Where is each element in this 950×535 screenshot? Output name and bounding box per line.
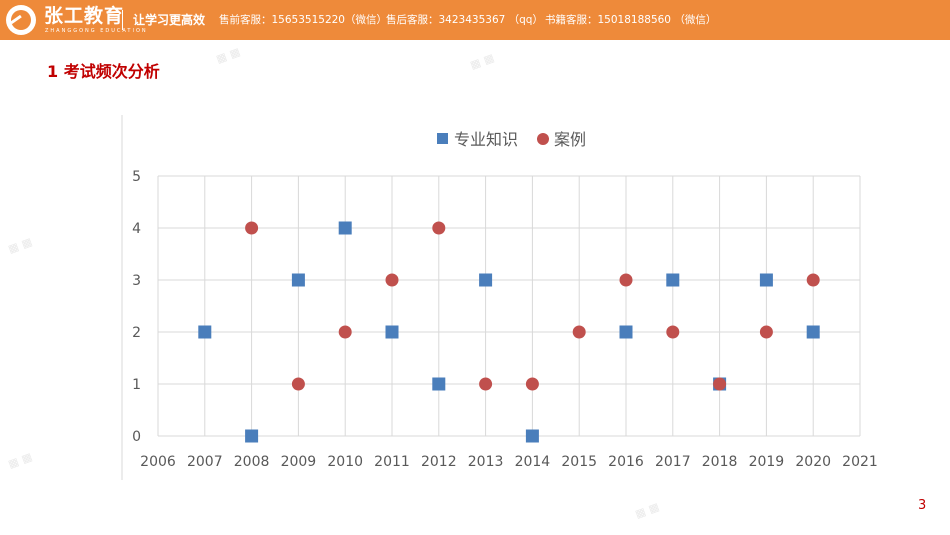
x-tick-label: 2010 bbox=[327, 454, 363, 470]
y-tick-label: 5 bbox=[132, 169, 141, 185]
brand-name: 张工教育 bbox=[44, 5, 125, 27]
legend-item: 专业知识 bbox=[437, 130, 518, 149]
x-tick-label: 2006 bbox=[140, 454, 176, 470]
data-point-circle bbox=[525, 377, 539, 391]
data-point-square bbox=[666, 273, 680, 287]
data-point-circle bbox=[619, 273, 633, 287]
data-point-square bbox=[619, 325, 633, 339]
slogan: 让学习更高效 bbox=[133, 13, 206, 27]
slide-title: 1 考试频次分析 bbox=[47, 62, 160, 81]
logo-icon bbox=[6, 5, 36, 35]
x-tick-label: 2016 bbox=[608, 454, 644, 470]
x-tick-label: 2020 bbox=[795, 454, 831, 470]
data-point-circle bbox=[245, 221, 259, 235]
data-point-circle bbox=[432, 221, 446, 235]
y-tick-label: 3 bbox=[132, 273, 141, 289]
legend-circle-marker bbox=[537, 133, 549, 145]
presales-contact: 售前客服：15653515220（微信） bbox=[219, 14, 387, 26]
brand-subtitle: ZHANGGONG EDUCATION bbox=[45, 28, 148, 34]
y-tick-label: 1 bbox=[132, 377, 141, 393]
data-point-circle bbox=[572, 325, 586, 339]
legend-item: 案例 bbox=[537, 130, 586, 149]
y-tick-label: 2 bbox=[132, 325, 141, 341]
x-tick-label: 2012 bbox=[421, 454, 457, 470]
data-point-circle bbox=[666, 325, 680, 339]
chart-axes: 0 1 2 3 4 5 2006 2007 2008 2009 2010 2011 2012 2013 20… bbox=[132, 169, 878, 470]
data-point-circle bbox=[479, 377, 493, 391]
data-point-circle bbox=[713, 377, 727, 391]
data-point-circle bbox=[291, 377, 305, 391]
legend-square-marker bbox=[437, 133, 448, 144]
x-tick-label: 2007 bbox=[187, 454, 223, 470]
x-tick-label: 2019 bbox=[749, 454, 785, 470]
aftersales-contact: 售后客服：3423435367 （qq） bbox=[386, 14, 543, 26]
chart-marks bbox=[198, 221, 820, 443]
data-point-circle bbox=[806, 273, 820, 287]
x-tick-label: 2014 bbox=[515, 454, 551, 470]
chart-grid bbox=[157, 175, 861, 437]
data-point-square bbox=[245, 429, 259, 443]
data-point-square bbox=[198, 325, 212, 339]
data-point-square bbox=[479, 273, 493, 287]
page-number: 3 bbox=[918, 498, 927, 513]
x-tick-label: 2017 bbox=[655, 454, 691, 470]
x-tick-label: 2018 bbox=[702, 454, 738, 470]
data-point-square bbox=[432, 377, 446, 391]
data-point-square bbox=[338, 221, 352, 235]
data-point-square bbox=[759, 273, 773, 287]
x-tick-label: 2011 bbox=[374, 454, 410, 470]
chart-legend: 专业知识 案例 bbox=[437, 130, 586, 149]
header-bar: 张工教育 ZHANGGONG EDUCATION 让学习更高效 售前客服：156… bbox=[0, 0, 950, 40]
x-tick-label: 2008 bbox=[234, 454, 270, 470]
x-tick-label: 2009 bbox=[281, 454, 317, 470]
data-point-circle bbox=[385, 273, 399, 287]
x-tick-label: 2013 bbox=[468, 454, 504, 470]
x-tick-label: 2015 bbox=[561, 454, 597, 470]
data-point-square bbox=[806, 325, 820, 339]
y-tick-label: 0 bbox=[132, 429, 141, 445]
book-contact: 书籍客服：15018188560 （微信） bbox=[545, 14, 717, 26]
header-divider bbox=[122, 10, 123, 30]
data-point-circle bbox=[338, 325, 352, 339]
legend-label: 专业知识 bbox=[454, 130, 518, 149]
data-point-square bbox=[525, 429, 539, 443]
x-tick-label: 2021 bbox=[842, 454, 878, 470]
data-point-square bbox=[385, 325, 399, 339]
legend-label: 案例 bbox=[554, 130, 586, 149]
y-tick-label: 4 bbox=[132, 221, 141, 237]
data-point-square bbox=[291, 273, 305, 287]
data-point-circle bbox=[759, 325, 773, 339]
